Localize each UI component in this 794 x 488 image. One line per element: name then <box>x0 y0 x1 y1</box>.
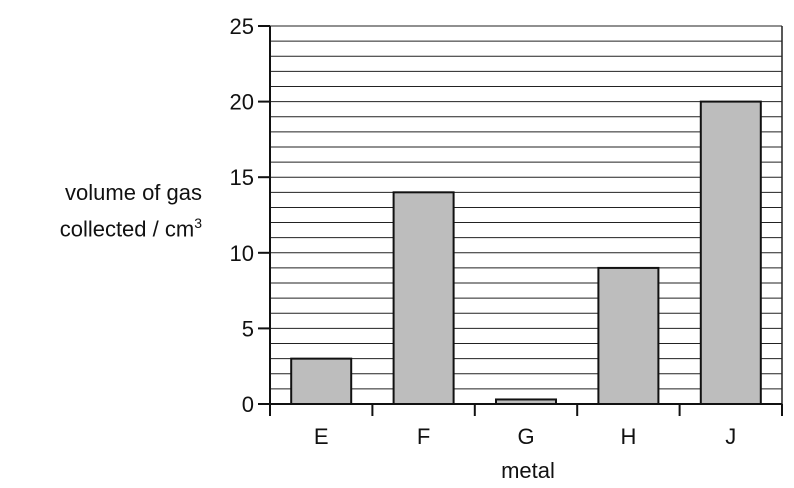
bar-e <box>290 357 353 406</box>
y-tick-label: 0 <box>242 392 254 417</box>
y-tick-label: 25 <box>230 14 254 39</box>
y-tick-label: 5 <box>242 316 254 341</box>
y-axis-label-text: collected / cm <box>59 216 195 242</box>
y-axis-label-sup: 3 <box>194 215 202 231</box>
x-axis-label: metal <box>501 458 555 483</box>
y-tick-label: 15 <box>230 165 254 190</box>
axes <box>258 25 783 416</box>
y-tick-label: 20 <box>230 90 254 115</box>
gridlines <box>270 25 783 404</box>
labels: E F G H J 0 5 10 15 20 25 metal <box>230 14 737 483</box>
bars <box>290 100 762 406</box>
y-axis-label: volume of gas collected / cm3 <box>6 178 202 244</box>
bar-h <box>597 266 660 406</box>
x-tick-label: H <box>620 424 636 449</box>
y-tick-label: 10 <box>230 241 254 266</box>
y-axis-label-line1: volume of gas <box>65 180 202 205</box>
x-tick-label: E <box>314 424 329 449</box>
x-tick-label: G <box>517 424 534 449</box>
x-tick-label: J <box>725 424 736 449</box>
bar-f <box>392 191 455 405</box>
bar-j <box>699 100 762 405</box>
y-axis-label-line2: collected / cm3 <box>6 208 202 244</box>
x-tick-label: F <box>417 424 430 449</box>
